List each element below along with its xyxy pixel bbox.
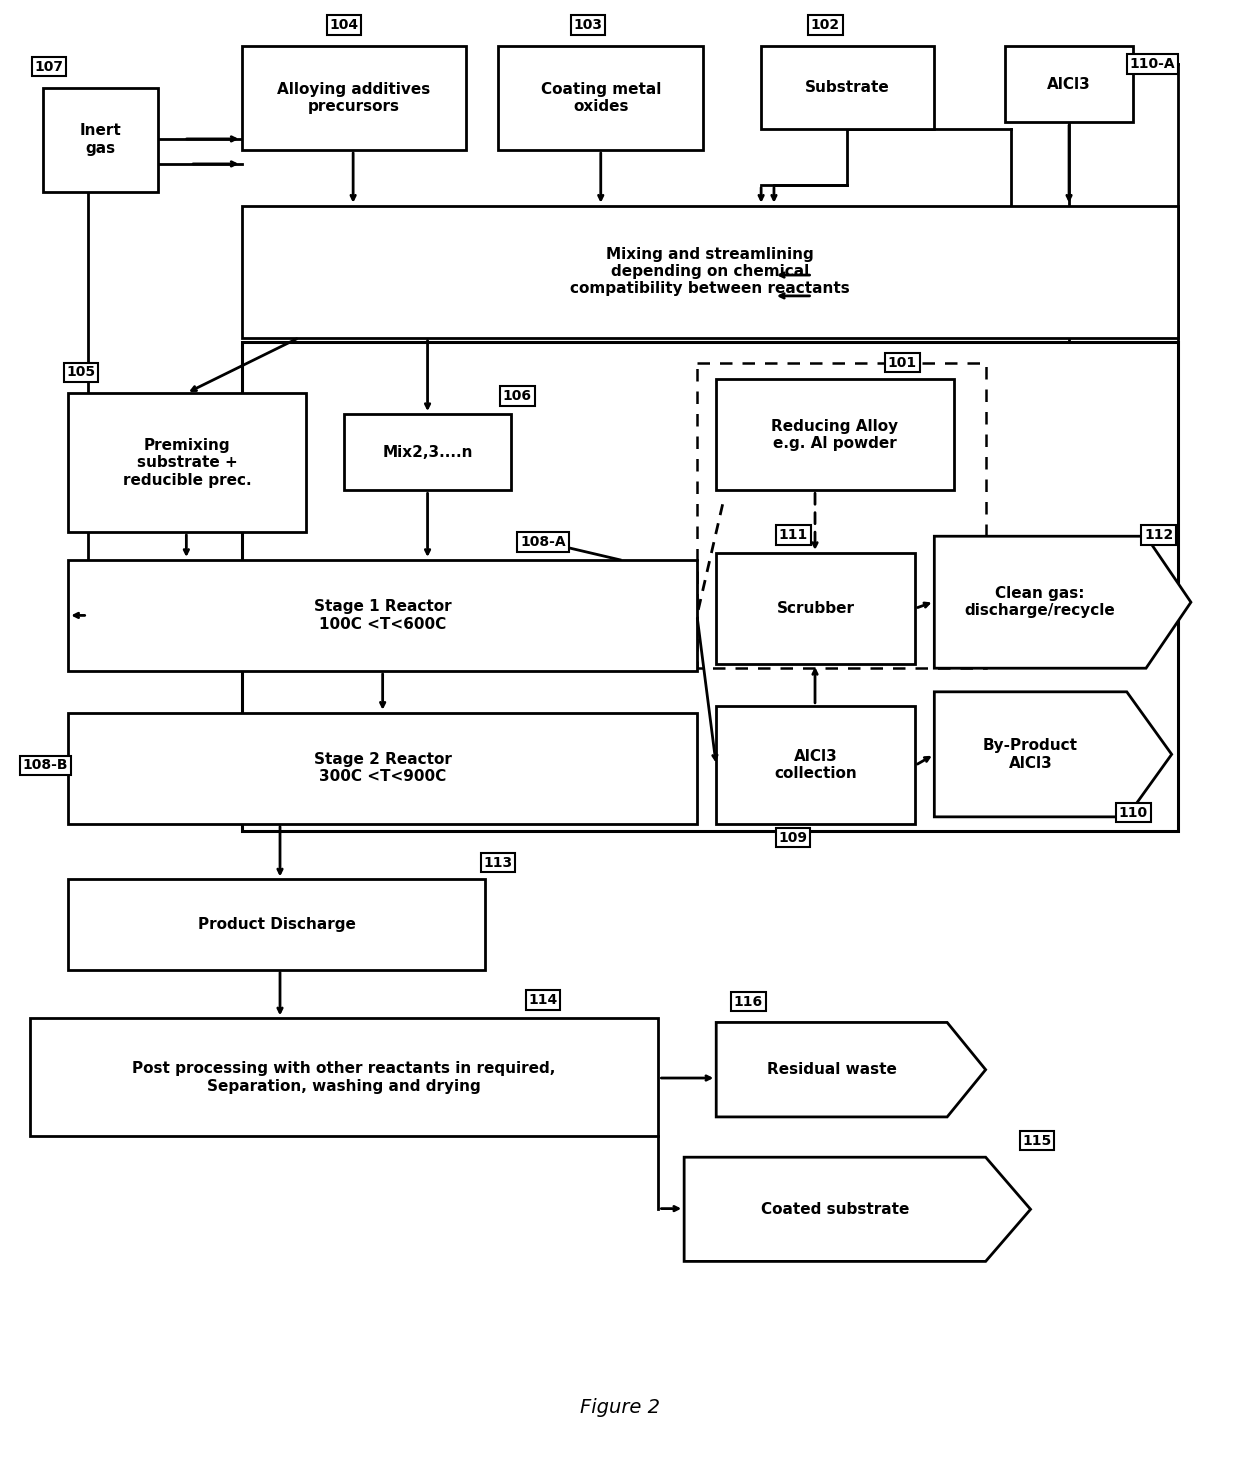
Text: Premixing
substrate +
reducible prec.: Premixing substrate + reducible prec. bbox=[123, 437, 252, 487]
Text: 108-A: 108-A bbox=[521, 535, 565, 549]
Text: 105: 105 bbox=[67, 365, 95, 380]
Bar bbox=[717, 553, 915, 665]
Text: 107: 107 bbox=[35, 60, 63, 73]
Text: Residual waste: Residual waste bbox=[766, 1062, 897, 1077]
Text: Alloying additives
precursors: Alloying additives precursors bbox=[278, 82, 430, 114]
Bar bbox=[242, 45, 466, 150]
Text: Clean gas:
discharge/recycle: Clean gas: discharge/recycle bbox=[965, 585, 1116, 619]
Text: AlCl3: AlCl3 bbox=[1047, 76, 1091, 91]
Bar bbox=[68, 879, 485, 970]
Bar bbox=[30, 1018, 658, 1137]
Text: 101: 101 bbox=[888, 355, 916, 370]
Bar bbox=[68, 713, 697, 824]
Bar bbox=[68, 560, 697, 670]
Bar bbox=[68, 393, 306, 533]
Text: Coating metal
oxides: Coating metal oxides bbox=[541, 82, 661, 114]
Polygon shape bbox=[717, 1022, 986, 1116]
Polygon shape bbox=[684, 1157, 1030, 1262]
Text: 115: 115 bbox=[1022, 1134, 1052, 1147]
Text: AlCl3
collection: AlCl3 collection bbox=[774, 748, 857, 780]
Bar bbox=[1004, 45, 1133, 122]
Text: 110-A: 110-A bbox=[1130, 57, 1176, 70]
Text: 111: 111 bbox=[779, 528, 807, 541]
Text: Scrubber: Scrubber bbox=[776, 601, 854, 616]
Bar bbox=[498, 45, 703, 150]
Text: Figure 2: Figure 2 bbox=[580, 1398, 660, 1417]
Polygon shape bbox=[934, 537, 1190, 667]
Bar bbox=[345, 414, 511, 490]
Text: Product Discharge: Product Discharge bbox=[198, 917, 356, 932]
Bar bbox=[717, 380, 954, 490]
Text: 102: 102 bbox=[811, 18, 839, 32]
Text: 112: 112 bbox=[1145, 528, 1173, 541]
Text: 109: 109 bbox=[779, 830, 807, 845]
Text: Reducing Alloy
e.g. Al powder: Reducing Alloy e.g. Al powder bbox=[771, 418, 899, 450]
Text: 106: 106 bbox=[503, 389, 532, 403]
Text: 104: 104 bbox=[330, 18, 358, 32]
Text: Substrate: Substrate bbox=[805, 81, 890, 95]
Bar bbox=[761, 45, 934, 129]
Text: 114: 114 bbox=[528, 993, 558, 1008]
Bar bbox=[242, 205, 1178, 337]
Text: 116: 116 bbox=[734, 995, 763, 1009]
Text: Inert
gas: Inert gas bbox=[79, 123, 122, 156]
Text: Coated substrate: Coated substrate bbox=[760, 1201, 909, 1216]
Text: Stage 1 Reactor
100C <T<600C: Stage 1 Reactor 100C <T<600C bbox=[314, 599, 451, 632]
Bar bbox=[42, 88, 159, 192]
Text: 113: 113 bbox=[484, 855, 512, 870]
Text: Mixing and streamlining
depending on chemical
compatibility between reactants: Mixing and streamlining depending on che… bbox=[570, 246, 849, 296]
Text: 110: 110 bbox=[1118, 805, 1148, 820]
Text: Post processing with other reactants in required,
Separation, washing and drying: Post processing with other reactants in … bbox=[133, 1061, 556, 1093]
Text: Mix2,3....n: Mix2,3....n bbox=[382, 445, 472, 459]
Bar bbox=[697, 362, 986, 667]
Text: 103: 103 bbox=[573, 18, 603, 32]
Bar bbox=[717, 706, 915, 824]
Text: 108-B: 108-B bbox=[22, 758, 68, 773]
Text: By-Product
AlCl3: By-Product AlCl3 bbox=[983, 738, 1078, 770]
Bar bbox=[242, 342, 1178, 830]
Polygon shape bbox=[934, 692, 1172, 817]
Text: Stage 2 Reactor
300C <T<900C: Stage 2 Reactor 300C <T<900C bbox=[314, 753, 451, 785]
